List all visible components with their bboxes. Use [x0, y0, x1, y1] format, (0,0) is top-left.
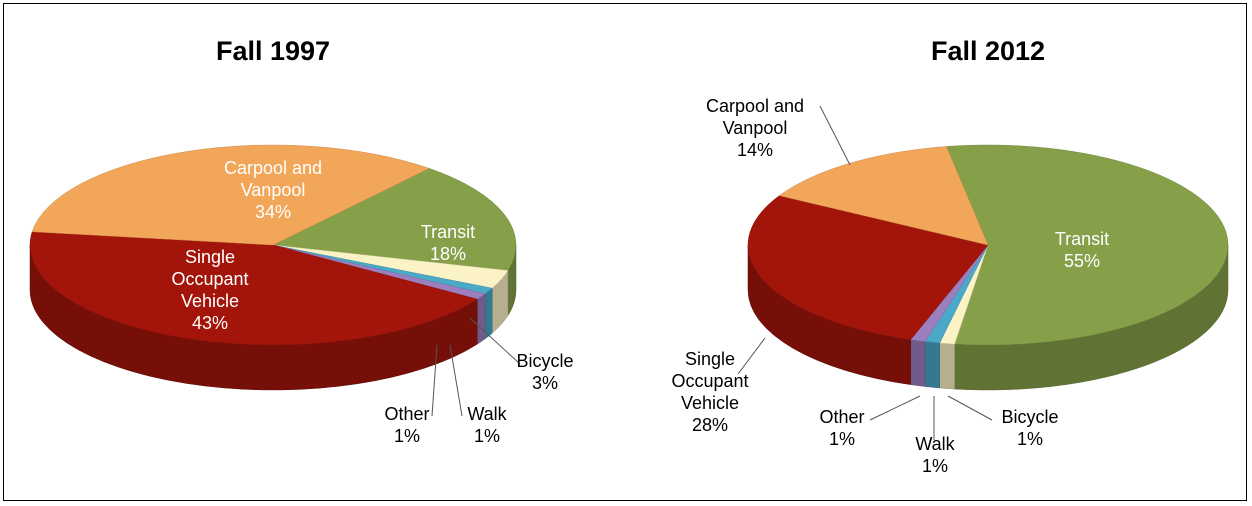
value-label: 1% — [473, 426, 500, 446]
leader-line — [869, 395, 921, 421]
category-label: Single Occupant Vehicle — [671, 349, 749, 413]
slice-side — [484, 287, 493, 340]
slice-side — [910, 339, 926, 387]
data-label: Other 1% — [812, 406, 872, 450]
data-label: Bicycle 1% — [1000, 406, 1060, 450]
value-label: 1% — [921, 456, 948, 476]
value-label: 1% — [393, 426, 420, 446]
chart-title: Fall 2012 — [930, 36, 1046, 66]
data-label: Carpool and Vanpool 34% — [213, 157, 333, 223]
category-label: Single Occupant Vehicle — [171, 247, 249, 311]
leader-line — [431, 344, 438, 417]
leader-line — [449, 344, 463, 417]
data-label: Transit 55% — [1037, 228, 1127, 272]
category-label: Bicycle — [516, 351, 574, 371]
leader-line — [469, 317, 521, 365]
data-label: Walk 1% — [905, 433, 965, 477]
value-label: 55% — [1063, 251, 1101, 271]
frame — [3, 3, 1247, 501]
value-label: 14% — [736, 140, 774, 160]
leader-line — [947, 395, 993, 421]
value-label: 3% — [531, 373, 558, 393]
value-label: 1% — [1016, 429, 1043, 449]
chart-title: Fall 1997 — [215, 36, 331, 66]
data-label: Single Occupant Vehicle 43% — [150, 246, 270, 334]
data-label: Single Occupant Vehicle 28% — [660, 348, 760, 436]
category-label: Carpool and Vanpool — [223, 158, 323, 200]
slice-side — [939, 342, 955, 390]
value-label: 18% — [429, 244, 467, 264]
data-label: Other 1% — [377, 403, 437, 447]
slice — [272, 168, 517, 271]
value-label: 34% — [254, 202, 292, 222]
slice — [945, 144, 1229, 346]
data-label: Bicycle 3% — [515, 350, 575, 394]
category-label: Transit — [420, 222, 476, 242]
data-label: Walk 1% — [457, 403, 517, 447]
slice-side — [924, 341, 940, 389]
category-label: Transit — [1054, 229, 1110, 249]
data-label: Carpool and Vanpool 14% — [695, 95, 815, 161]
slice — [747, 195, 989, 340]
leader-line — [819, 105, 851, 166]
category-label: Other — [819, 407, 865, 427]
slice-side — [477, 293, 486, 345]
value-label: 43% — [191, 313, 229, 333]
value-label: 28% — [691, 415, 729, 435]
slice — [29, 231, 478, 346]
category-label: Walk — [915, 434, 955, 454]
leader-line — [737, 337, 766, 375]
category-label: Other — [384, 404, 430, 424]
category-label: Bicycle — [1001, 407, 1059, 427]
slice — [31, 144, 430, 246]
data-label: Transit 18% — [403, 221, 493, 265]
category-label: Walk — [467, 404, 507, 424]
value-label: 1% — [828, 429, 855, 449]
category-label: Carpool and Vanpool — [705, 96, 805, 138]
